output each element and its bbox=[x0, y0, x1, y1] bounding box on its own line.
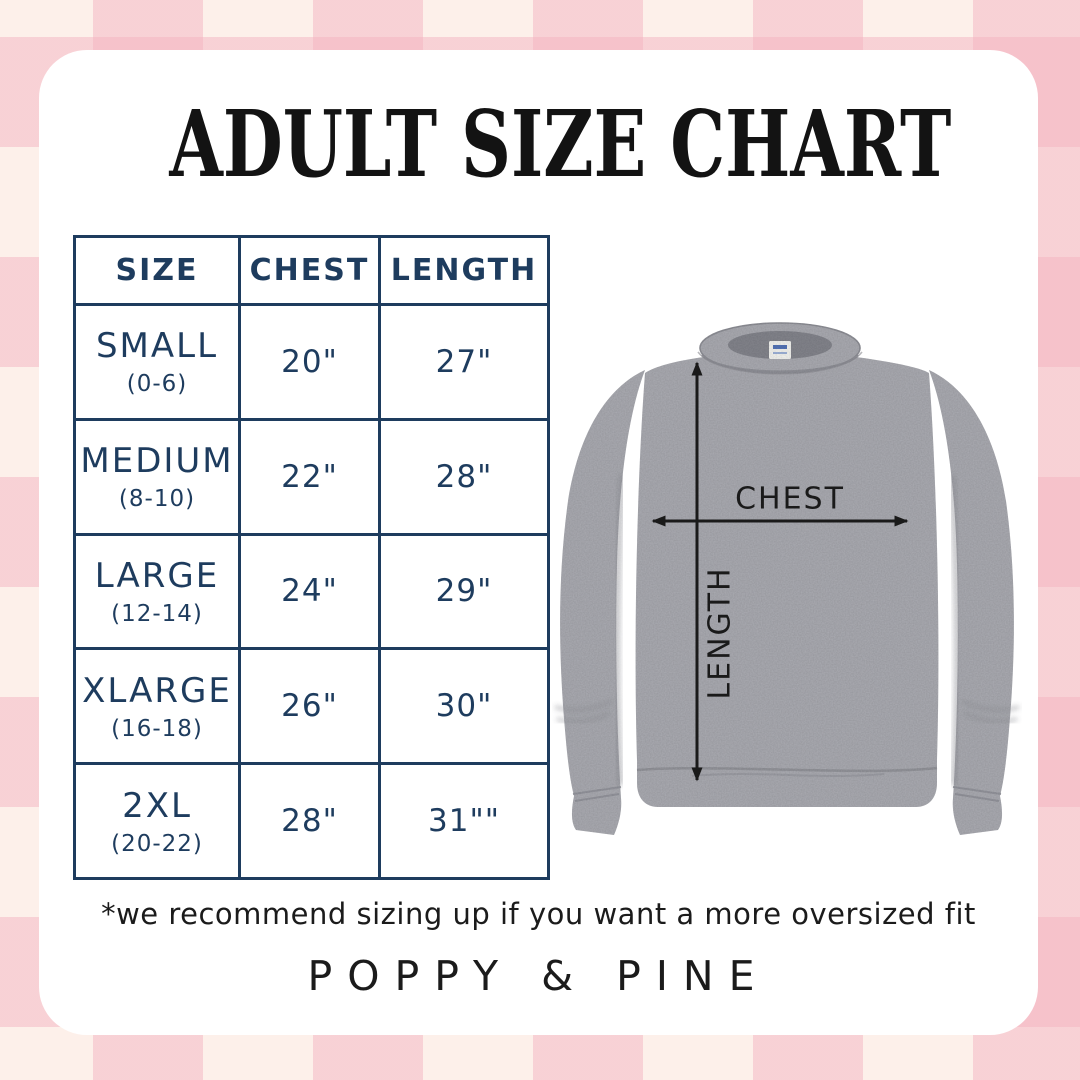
chest-cell: 22" bbox=[238, 417, 381, 536]
chest-cell: 26" bbox=[238, 647, 381, 766]
table-header-row: SIZE CHEST LENGTH bbox=[73, 235, 550, 306]
size-range: (8-10) bbox=[118, 486, 196, 513]
sizing-note: *we recommend sizing up if you want a mo… bbox=[101, 897, 976, 931]
table-row: LARGE (12-14) 24" 29" bbox=[73, 532, 550, 651]
brand-name: POPPY & PINE bbox=[307, 952, 770, 1000]
sweatshirt-illustration: CHEST LENGTH bbox=[552, 315, 1022, 850]
chest-cell: 28" bbox=[238, 762, 381, 880]
size-cell: LARGE (12-14) bbox=[73, 532, 241, 651]
table-row: XLARGE (16-18) 26" 30" bbox=[73, 647, 550, 766]
size-name: 2XL bbox=[122, 785, 192, 826]
length-cell: 30" bbox=[378, 647, 550, 766]
sweatshirt-shape bbox=[554, 322, 1020, 835]
size-cell: MEDIUM (8-10) bbox=[73, 417, 241, 536]
length-cell: 31"" bbox=[378, 762, 550, 880]
size-range: (0-6) bbox=[126, 371, 188, 398]
size-name: LARGE bbox=[94, 555, 220, 596]
sweatshirt-torso bbox=[635, 357, 939, 807]
size-range: (20-22) bbox=[111, 830, 203, 857]
size-cell: SMALL (0-6) bbox=[73, 303, 241, 421]
sweatshirt-graphic bbox=[554, 322, 1020, 835]
length-cell: 28" bbox=[378, 417, 550, 536]
size-cell: 2XL (20-22) bbox=[73, 762, 241, 880]
length-cell: 29" bbox=[378, 532, 550, 651]
size-range: (16-18) bbox=[111, 715, 203, 742]
table-row: SMALL (0-6) 20" 27" bbox=[73, 303, 550, 421]
size-range: (12-14) bbox=[111, 600, 203, 627]
sweatshirt-right-sleeve bbox=[929, 370, 1014, 835]
length-label: LENGTH bbox=[702, 566, 738, 700]
table-row: 2XL (20-22) 28" 31"" bbox=[73, 762, 550, 880]
size-name: MEDIUM bbox=[80, 441, 234, 482]
size-table: SIZE CHEST LENGTH SMALL (0-6) 20" 27" ME… bbox=[73, 235, 550, 880]
table-row: MEDIUM (8-10) 22" 28" bbox=[73, 417, 550, 536]
chest-cell: 20" bbox=[238, 303, 381, 421]
length-cell: 27" bbox=[378, 303, 550, 421]
size-cell: XLARGE (16-18) bbox=[73, 647, 241, 766]
sweatshirt-left-sleeve bbox=[560, 370, 645, 835]
page-title: ADULT SIZE CHART bbox=[39, 90, 1038, 198]
column-header-size: SIZE bbox=[73, 235, 241, 306]
chest-cell: 24" bbox=[238, 532, 381, 651]
column-header-chest: CHEST bbox=[238, 235, 381, 306]
page-title-text: ADULT SIZE CHART bbox=[169, 90, 952, 198]
size-name: SMALL bbox=[95, 326, 219, 367]
size-name: XLARGE bbox=[82, 670, 232, 711]
chest-label: CHEST bbox=[735, 481, 845, 517]
neck-tag bbox=[769, 341, 791, 359]
column-header-length: LENGTH bbox=[378, 235, 550, 306]
